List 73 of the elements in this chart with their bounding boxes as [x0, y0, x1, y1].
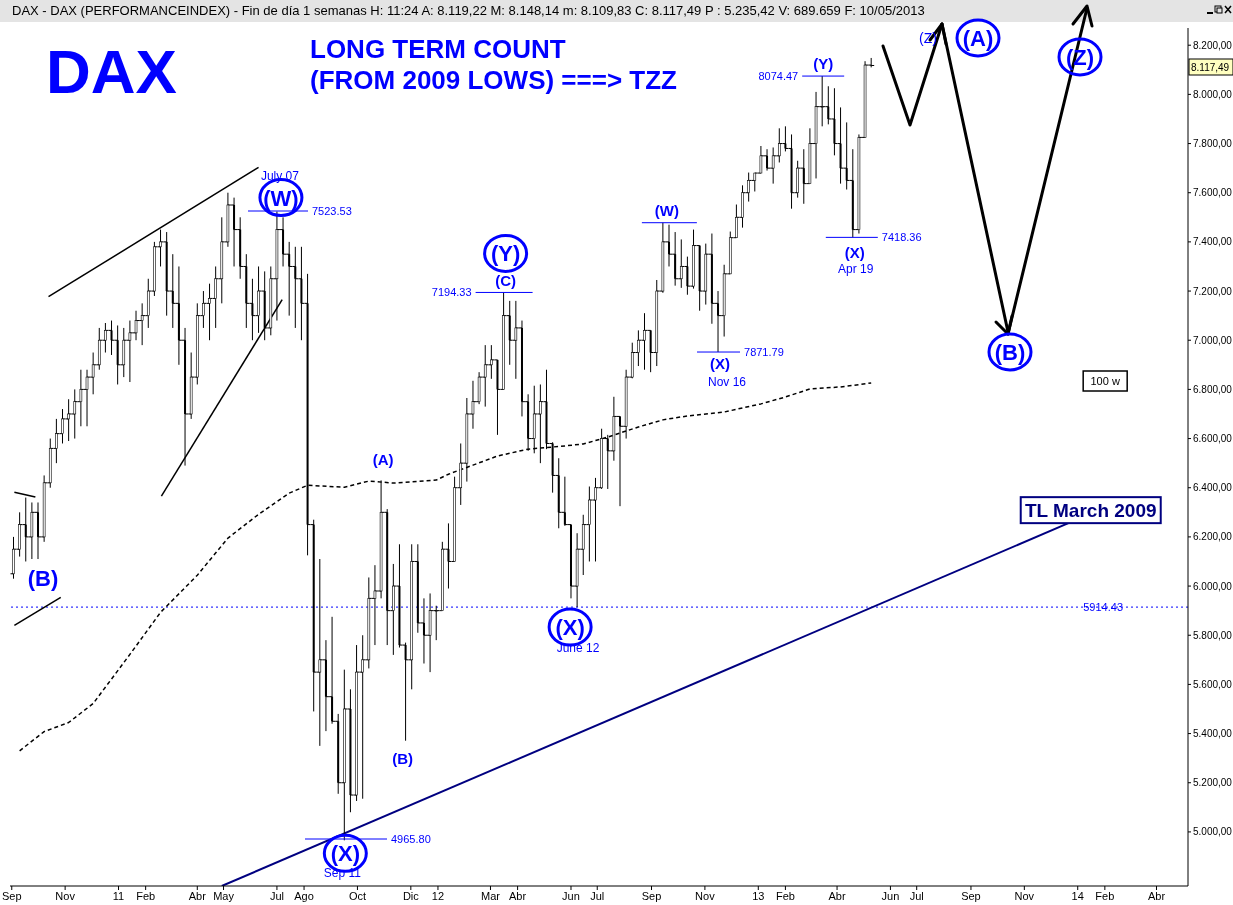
annotation: (W) — [654, 201, 679, 219]
annotation: 8074.47 — [758, 70, 799, 83]
chart-title: DAX — [46, 36, 177, 107]
x-tick-label: Jul — [590, 889, 605, 902]
y-tick-label: 7.000,00 — [1193, 334, 1233, 346]
x-tick-label: Ago — [294, 889, 314, 902]
y-tick-label: 5.800,00 — [1193, 629, 1233, 641]
y-tick-label: 5.000,00 — [1193, 826, 1233, 838]
x-tick-label: Dic — [402, 889, 420, 902]
x-tick-label: Abr — [188, 889, 207, 902]
x-tick-label: Nov — [1014, 889, 1035, 902]
x-tick-label: Sep — [641, 889, 662, 902]
y-tick-label: 8.000,00 — [1193, 88, 1233, 100]
text: 100 w — [1090, 375, 1120, 387]
annotation: (A) — [372, 451, 394, 469]
annotation: (Y) — [490, 241, 521, 267]
y-tick-label: 7.200,00 — [1193, 285, 1233, 297]
x-tick-label: Jul — [269, 889, 284, 902]
y-tick-label: 6.400,00 — [1193, 482, 1233, 494]
x-tick-label: Sep — [961, 889, 981, 902]
annotation: (C) — [495, 272, 517, 290]
ref-line-label: 5914.43 — [1083, 601, 1123, 614]
x-tick-label: Mar — [481, 889, 501, 902]
x-tick-label: Abr — [1147, 889, 1166, 902]
annotation: (X) — [710, 355, 731, 373]
y-tick-label: 8.200,00 — [1193, 39, 1233, 51]
x-tick-label: Jul — [909, 889, 924, 902]
y-tick-label: 6.600,00 — [1193, 433, 1233, 445]
annotation: 7871.79 — [744, 346, 784, 359]
x-tick-label: Jun — [562, 889, 580, 902]
annotation: (B) — [392, 749, 413, 767]
x-tick-label: Oct — [348, 889, 367, 902]
y-tick-label: 7.600,00 — [1193, 187, 1233, 199]
text: DAX - DAX (PERFORMANCEINDEX) - Fin de día 1 semanas H: 11:24 A: 8.119,22 M: 8.148,14 m: 8.109,83 C: 8.117,49 P : 5.235,42 V: 689.659 F: 10/05/2013 — [12, 3, 925, 18]
x-tick-label: Abr — [509, 889, 527, 902]
annotation: 7418.36 — [881, 231, 922, 244]
y-tick-label: 5.600,00 — [1193, 678, 1233, 690]
x-tick-label: Feb — [136, 889, 156, 902]
annotation: 7523.53 — [312, 205, 352, 217]
y-tick-label: 6.200,00 — [1193, 531, 1233, 543]
annotation: 7194.33 — [431, 286, 472, 299]
annotation: 4965.80 — [391, 833, 431, 845]
x-tick-label: Jun — [881, 889, 900, 902]
annotation: (B) — [27, 566, 59, 592]
y-tick-label: 5.200,00 — [1193, 777, 1233, 789]
x-tick-label: Abr — [828, 889, 846, 902]
annotation: Nov 16 — [708, 375, 747, 390]
annotation: Apr 19 — [838, 262, 874, 277]
text: LONG TERM COUNT (FROM 2009 LOWS) ===> TZZ — [310, 34, 677, 96]
y-tick-label: 5.400,00 — [1193, 728, 1233, 740]
y-tick-label: 7.800,00 — [1193, 138, 1233, 150]
x-tick-label: Feb — [775, 889, 795, 902]
x-tick-label: Nov — [55, 889, 76, 902]
annotation: (X) — [330, 841, 360, 867]
text: 8.117,49 — [1191, 62, 1230, 73]
x-tick-label: 12 — [431, 889, 445, 902]
annotation: (A) — [962, 26, 994, 51]
x-tick-label: 14 — [1071, 889, 1084, 902]
annotation: (X) — [555, 615, 585, 641]
annotation: (X) — [844, 244, 865, 262]
x-tick-label: 13 — [752, 889, 765, 902]
y-tick-label: 6.000,00 — [1193, 580, 1233, 592]
x-tick-label: 11 — [112, 889, 125, 902]
x-tick-label: Feb — [1095, 889, 1115, 902]
x-tick-label: Sep — [1, 889, 22, 902]
y-tick-label: 7.400,00 — [1193, 236, 1233, 248]
annotation: (W) — [263, 185, 299, 211]
annotation: (Y) — [813, 55, 834, 73]
annotation: (B) — [994, 340, 1026, 365]
series-label: TL March 2009 — [1024, 500, 1157, 522]
x-tick-label: May — [213, 889, 235, 902]
x-tick-label: Nov — [695, 889, 716, 902]
y-tick-label: 6.800,00 — [1193, 383, 1233, 395]
